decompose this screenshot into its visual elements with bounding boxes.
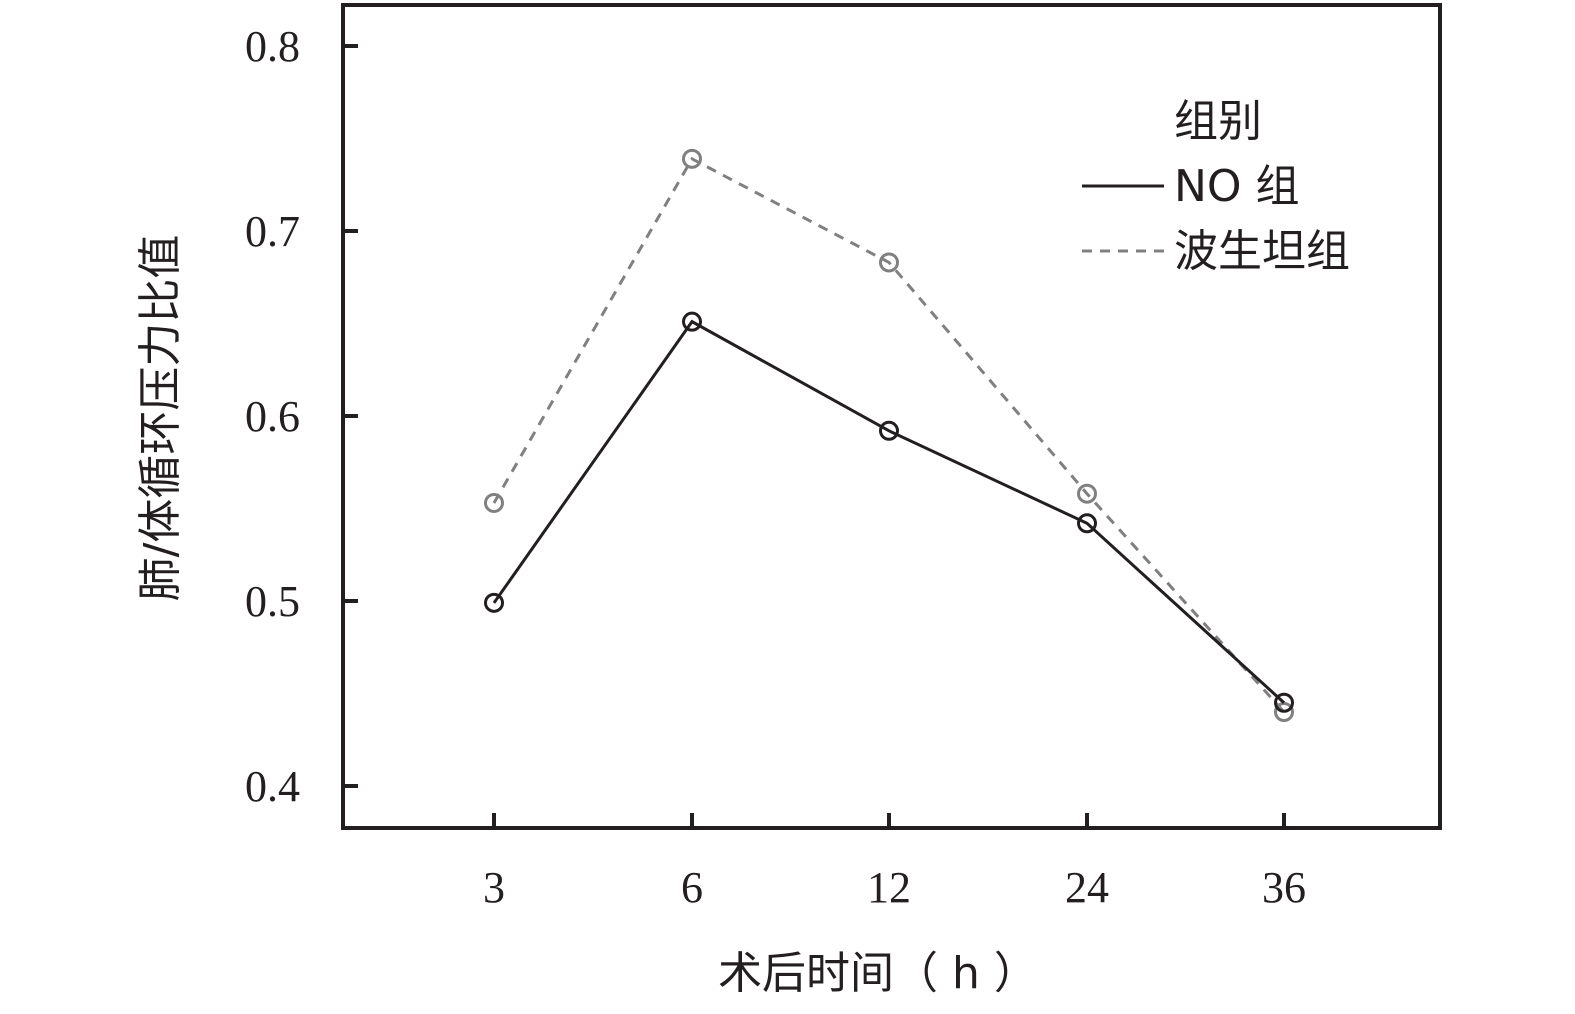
y-tick-label: 0.8 <box>245 22 300 71</box>
data-point <box>1077 513 1097 534</box>
legend-title: 组别 <box>1174 96 1262 147</box>
y-axis: 0.4 0.5 0.6 0.7 0.8 <box>245 22 358 811</box>
legend-label-no: NO 组 <box>1174 161 1300 212</box>
data-point <box>682 311 702 332</box>
y-tick-label: 0.5 <box>245 577 300 626</box>
x-tick-label: 36 <box>1262 863 1306 912</box>
x-axis-title: 术后时间（ h ） <box>718 948 1038 999</box>
y-tick-label: 0.6 <box>245 392 300 441</box>
data-point <box>1274 702 1294 722</box>
data-point <box>1274 692 1294 713</box>
series-1 <box>484 148 1294 722</box>
y-tick-label: 0.4 <box>245 762 300 811</box>
x-tick-label: 24 <box>1065 863 1109 912</box>
x-tick-label: 6 <box>681 863 703 912</box>
legend-label-bosentan: 波生坦组 <box>1174 226 1350 277</box>
series-0 <box>484 311 1294 713</box>
legend: 组别 NO 组 波生坦组 <box>1082 96 1350 277</box>
data-point <box>682 148 702 169</box>
x-tick-label: 3 <box>483 863 505 912</box>
data-point <box>484 592 504 613</box>
series-line <box>492 319 1286 704</box>
series-layer <box>484 148 1294 722</box>
data-point <box>879 252 899 273</box>
x-axis: 3 6 12 24 36 <box>483 813 1306 912</box>
y-tick-label: 0.7 <box>245 207 300 256</box>
data-point <box>1077 483 1097 504</box>
data-point <box>879 420 899 441</box>
x-tick-label: 12 <box>867 863 911 912</box>
y-axis-title: 肺/体循环压力比值 <box>135 235 186 602</box>
data-point <box>484 492 504 513</box>
series-line <box>492 156 1286 714</box>
